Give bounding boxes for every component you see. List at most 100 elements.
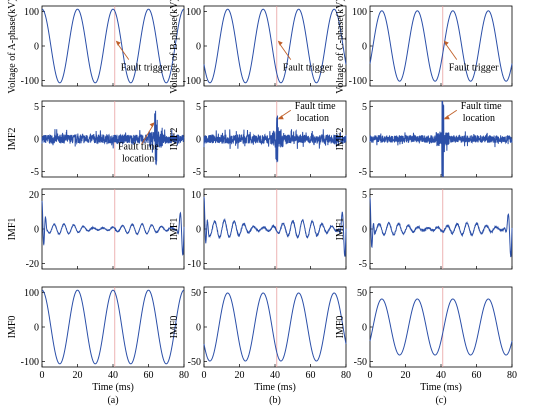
annotation-arrow [278, 42, 292, 60]
annotation-label: Fault trigger [449, 63, 499, 74]
x-axis-label: Time (ms) [92, 382, 134, 393]
y-axis-label: Voltage of B-phase(kV) [169, 0, 180, 94]
signal-line [203, 292, 347, 362]
plot-frame [203, 5, 347, 87]
panel-a-3: 20 0 -20 IMF1 [7, 188, 185, 270]
y-tick-label: 0 [362, 135, 367, 146]
y-tick-label: 10 [191, 190, 201, 201]
x-axis-label: Time (ms) [420, 382, 462, 393]
y-tick-label: 50 [357, 288, 367, 299]
annotation-label: Fault trigger [283, 63, 333, 74]
y-tick-label: 100 [352, 7, 367, 18]
panel-c-3: 5 0 -5 IMF1 [335, 188, 513, 270]
y-tick-label: -50 [188, 357, 201, 368]
x-tick-label: 60 [144, 370, 154, 381]
y-tick-label: 20 [29, 190, 39, 201]
y-axis-label: IMF0 [335, 316, 346, 339]
signal-line [369, 10, 513, 82]
signal-line [41, 200, 185, 256]
annotation-arrow [116, 42, 130, 60]
x-tick-label: 80 [179, 370, 189, 381]
y-tick-label: -5 [359, 259, 367, 270]
plot-frame [369, 286, 513, 368]
plot-frame [203, 286, 347, 368]
signal-line [203, 114, 347, 163]
y-axis-label: IMF2 [335, 128, 346, 151]
y-tick-label: 0 [34, 135, 39, 146]
y-axis-label: Voltage of C-phase(kV) [335, 0, 346, 94]
signal-line [369, 197, 513, 258]
y-tick-label: -100 [21, 76, 39, 87]
x-tick-label: 80 [341, 370, 351, 381]
y-tick-label: 0 [34, 42, 39, 53]
y-axis-label: IMF2 [169, 128, 180, 151]
y-tick-label: -20 [26, 259, 39, 270]
y-tick-label: -100 [183, 76, 201, 87]
y-tick-label: 5 [196, 102, 201, 113]
y-tick-label: -50 [354, 357, 367, 368]
arrowhead-icon [443, 40, 449, 46]
signal-line [41, 110, 185, 166]
x-tick-label: 40 [270, 370, 280, 381]
y-axis-label: Voltage of A-phase(kV) [7, 0, 18, 94]
arrowhead-icon [149, 122, 155, 128]
panel-label: (b) [269, 395, 281, 406]
y-tick-label: -100 [21, 357, 39, 368]
annotation-label: Fault time [118, 142, 159, 153]
arrowhead-icon [443, 115, 450, 120]
y-tick-label: 0 [196, 225, 201, 236]
y-tick-label: 0 [196, 135, 201, 146]
annotation-arrow [444, 42, 458, 60]
y-tick-label: 0 [362, 42, 367, 53]
x-tick-label: 80 [507, 370, 517, 381]
plot-frame [369, 5, 513, 87]
x-tick-label: 40 [436, 370, 446, 381]
plot-frame [41, 188, 185, 270]
y-tick-label: -10 [188, 259, 201, 270]
annotation-label: Fault time [295, 101, 336, 112]
y-tick-label: -5 [193, 167, 201, 178]
annotation-label: Fault trigger [121, 63, 171, 74]
panel-b-3: 10 0 -10 IMF1 [169, 188, 347, 270]
x-tick-label: 0 [368, 370, 373, 381]
x-axis-label: Time (ms) [254, 382, 296, 393]
arrowhead-icon [277, 115, 284, 120]
y-tick-label: 5 [362, 190, 367, 201]
annotation-arrow [141, 124, 154, 145]
signal-line [41, 289, 185, 365]
y-axis-label: IMF2 [7, 128, 18, 151]
arrowhead-icon [277, 40, 283, 46]
y-axis-label: IMF0 [7, 316, 18, 339]
y-tick-label: 100 [24, 7, 39, 18]
y-tick-label: 50 [191, 288, 201, 299]
x-tick-label: 0 [202, 370, 207, 381]
signal-line [203, 8, 347, 84]
annotation-label: Fault time [461, 101, 502, 112]
y-tick-label: 100 [24, 288, 39, 299]
x-tick-label: 20 [235, 370, 245, 381]
annotation-label: location [463, 113, 495, 124]
x-tick-label: 60 [472, 370, 482, 381]
y-tick-label: -5 [31, 167, 39, 178]
x-tick-label: 60 [306, 370, 316, 381]
x-tick-label: 20 [401, 370, 411, 381]
y-axis-label: IMF1 [335, 218, 346, 241]
annotation-label: location [297, 113, 329, 124]
y-tick-label: 5 [34, 102, 39, 113]
signal-line [41, 8, 185, 84]
panel-label: (a) [107, 395, 118, 406]
y-axis-label: IMF1 [7, 218, 18, 241]
x-tick-label: 0 [40, 370, 45, 381]
signal-line [369, 298, 513, 356]
